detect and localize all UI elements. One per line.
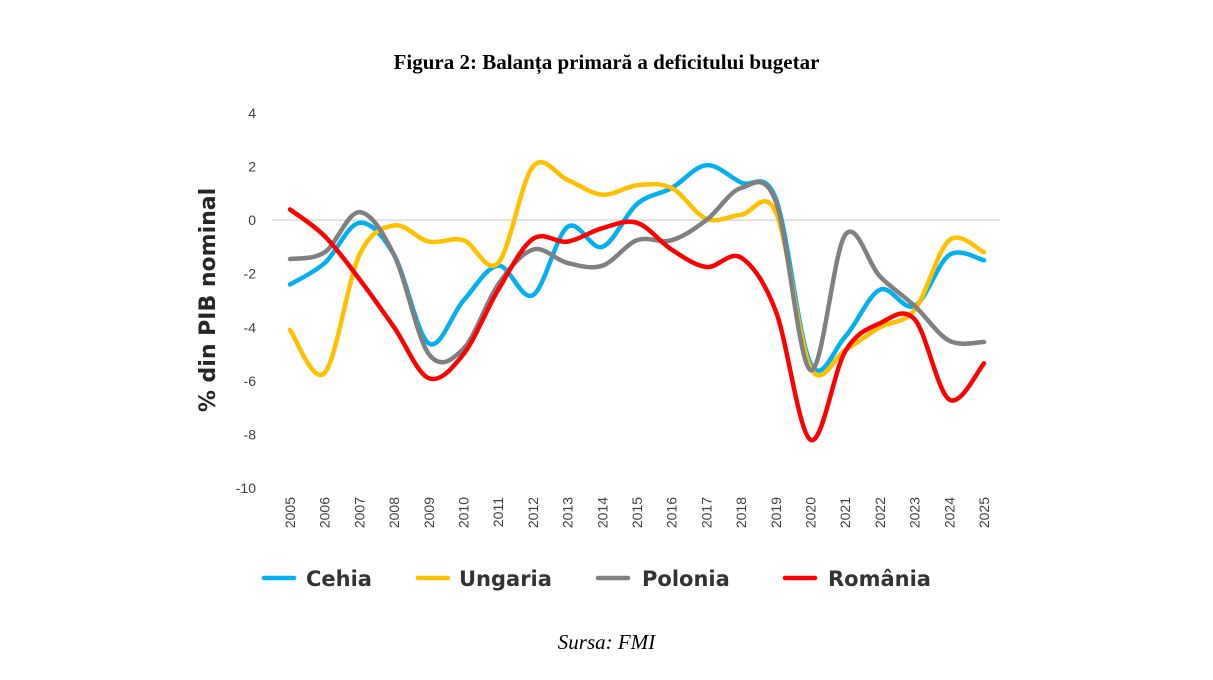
legend: Cehia Ungaria Polonia România xyxy=(261,567,931,591)
y-tick-label: 0 xyxy=(248,212,256,228)
y-tick-label: -10 xyxy=(236,480,256,496)
legend-label: România xyxy=(828,567,931,591)
x-tick-label: 2005 xyxy=(282,497,298,528)
legend-label: Ungaria xyxy=(459,567,552,591)
x-tick-label: 2021 xyxy=(837,497,853,528)
x-tick-label: 2013 xyxy=(560,497,576,528)
y-tick-label: -2 xyxy=(244,266,257,282)
series-lines xyxy=(287,159,987,443)
x-tick-label: 2008 xyxy=(386,497,402,528)
legend-item: România xyxy=(782,567,931,591)
x-tick-label: 2011 xyxy=(490,497,506,527)
x-tick-label: 2009 xyxy=(421,497,437,528)
y-tick-label: 4 xyxy=(248,105,256,121)
x-tick-label: 2020 xyxy=(803,497,819,528)
legend-item: Ungaria xyxy=(415,567,552,591)
x-tick-label: 2018 xyxy=(733,497,749,528)
x-tick-label: 2017 xyxy=(698,497,714,528)
y-axis-label: % din PIB nominal xyxy=(196,188,221,412)
legend-item: Cehia xyxy=(261,567,372,591)
legend-item: Polonia xyxy=(595,567,730,591)
x-tick-label: 2007 xyxy=(351,497,367,528)
y-tick-label: 2 xyxy=(248,159,256,175)
series-line-romnia xyxy=(287,207,987,443)
y-axis-ticks: 4 2 0 -2 -4 -6 -8 -10 xyxy=(236,105,256,496)
series-line-ungaria xyxy=(287,159,987,378)
x-tick-label: 2025 xyxy=(976,497,992,528)
series-line-polonia xyxy=(287,179,987,373)
x-tick-label: 2023 xyxy=(907,497,923,528)
x-tick-label: 2022 xyxy=(872,497,888,528)
x-tick-label: 2015 xyxy=(629,497,645,528)
x-tick-label: 2024 xyxy=(941,497,957,528)
y-tick-label: -6 xyxy=(244,373,257,389)
x-tick-label: 2016 xyxy=(664,497,680,528)
legend-label: Cehia xyxy=(306,567,372,591)
y-tick-label: -4 xyxy=(244,319,257,335)
x-tick-label: 2019 xyxy=(768,497,784,528)
x-tick-label: 2014 xyxy=(594,497,610,528)
x-tick-label: 2010 xyxy=(456,497,472,528)
x-axis-ticks: 2005 2006 2007 2008 2009 2010 2011 2012 2013 2014… xyxy=(282,497,992,528)
x-tick-label: 2006 xyxy=(317,497,333,528)
legend-label: Polonia xyxy=(642,567,730,591)
chart-title: Figura 2: Balanța primară a deficitului … xyxy=(393,50,820,74)
series-line-cehia xyxy=(287,162,987,373)
source-note: Sursa: FMI xyxy=(557,630,656,654)
x-tick-label: 2012 xyxy=(525,497,541,528)
y-tick-label: -8 xyxy=(244,426,257,442)
